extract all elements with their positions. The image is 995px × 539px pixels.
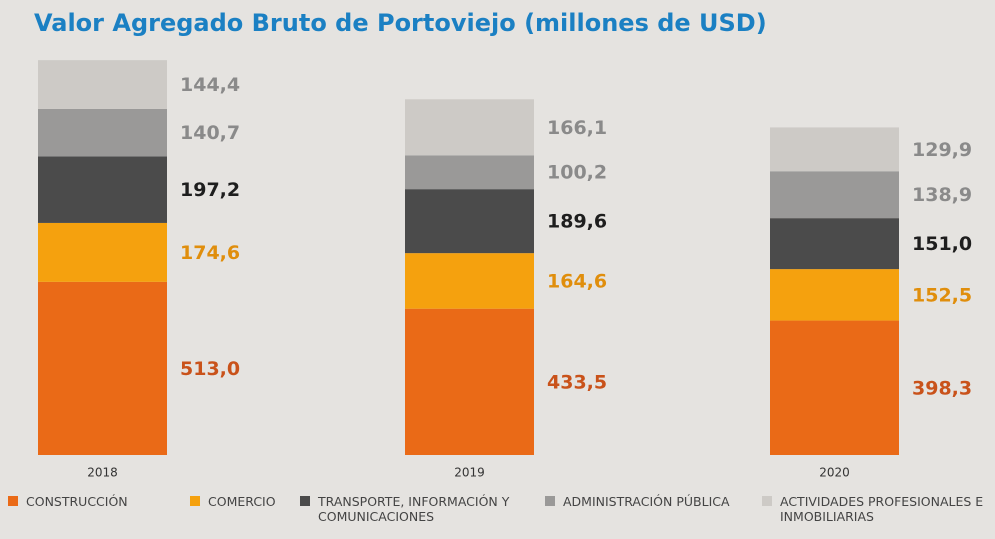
bar-segment	[770, 269, 899, 321]
value-label: 138,9	[912, 184, 972, 206]
bar-segment	[38, 60, 167, 109]
legend-item: CONSTRUCCIÓN	[8, 494, 178, 509]
bar-segment	[770, 218, 899, 270]
bar-segment	[770, 127, 899, 172]
value-label: 197,2	[180, 179, 240, 201]
legend-swatch	[762, 496, 772, 506]
bar-segment	[38, 222, 167, 282]
value-label: 164,6	[547, 270, 607, 292]
bar-segment	[770, 320, 899, 455]
bar-segment	[770, 171, 899, 219]
x-tick-label: 2019	[454, 466, 485, 480]
x-tick-label: 2020	[819, 466, 850, 480]
value-label: 189,6	[547, 211, 607, 233]
bar-segment	[405, 189, 534, 254]
legend-swatch	[545, 496, 555, 506]
legend-swatch	[8, 496, 18, 506]
value-label: 433,5	[547, 371, 607, 393]
value-label: 100,2	[547, 162, 607, 184]
value-label: 140,7	[180, 122, 240, 144]
value-label: 398,3	[912, 377, 972, 399]
value-label: 152,5	[912, 284, 972, 306]
bar-segment	[405, 253, 534, 309]
legend-label: CONSTRUCCIÓN	[26, 494, 128, 509]
legend-label: ADMINISTRACIÓN PÚBLICA	[563, 494, 730, 509]
value-label: 151,0	[912, 233, 972, 255]
legend-swatch	[300, 496, 310, 506]
legend-item: ACTIVIDADES PROFESIONALES E INMOBILIARIA…	[762, 494, 992, 524]
bar-segment	[405, 155, 534, 190]
bar-segment	[405, 99, 534, 156]
bar-segment	[38, 281, 167, 455]
value-label: 129,9	[912, 139, 972, 161]
bar-segment	[38, 156, 167, 223]
legend-label: ACTIVIDADES PROFESIONALES E INMOBILIARIA…	[780, 494, 984, 524]
bar-segment	[38, 108, 167, 157]
chart: Valor Agregado Bruto de Portoviejo (mill…	[34, 9, 972, 480]
legend-label: TRANSPORTE, INFORMACIÓN Y COMUNICACIONES	[318, 494, 510, 524]
legend-label: COMERCIO	[208, 494, 276, 509]
value-label: 174,6	[180, 242, 240, 264]
chart-title: Valor Agregado Bruto de Portoviejo (mill…	[34, 9, 767, 37]
legend-item: COMERCIO	[190, 494, 290, 509]
x-tick-label: 2018	[87, 466, 118, 480]
value-label: 166,1	[547, 117, 607, 139]
legend: CONSTRUCCIÓN COMERCIO TRANSPORTE, INFORMAC…	[0, 494, 995, 539]
value-label: 513,0	[180, 358, 240, 380]
legend-item: TRANSPORTE, INFORMACIÓN Y COMUNICACIONES	[300, 494, 535, 524]
legend-item: ADMINISTRACIÓN PÚBLICA	[545, 494, 755, 509]
bar-segment	[405, 308, 534, 455]
legend-swatch	[190, 496, 200, 506]
value-label: 144,4	[180, 74, 240, 96]
